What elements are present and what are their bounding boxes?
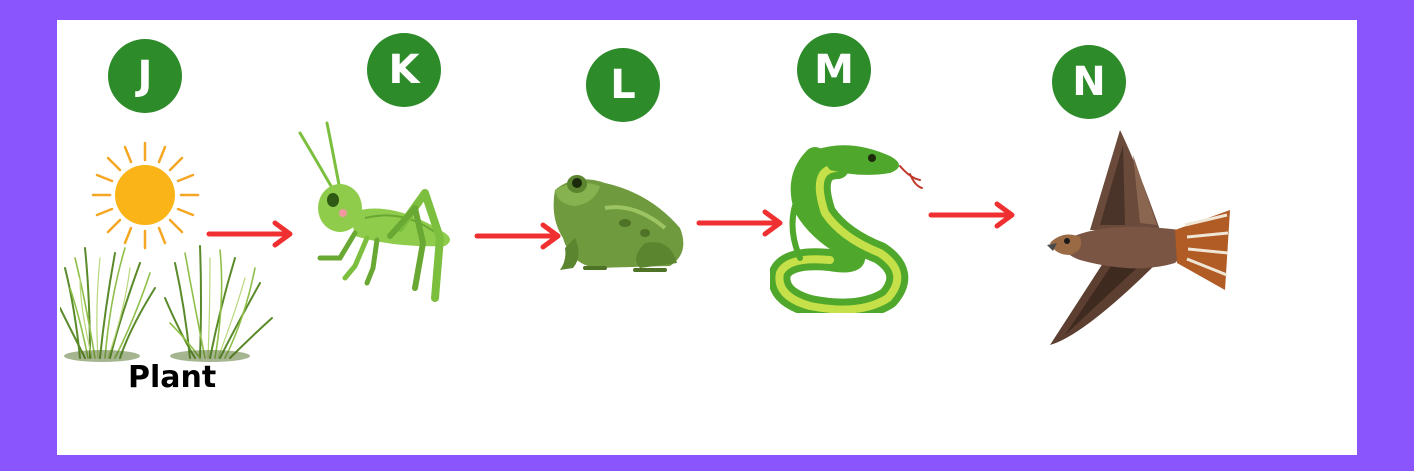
badge-m-label: M: [814, 47, 854, 93]
badge-j: J: [108, 39, 182, 113]
arrow-3-icon: [696, 209, 783, 237]
badge-k: K: [367, 33, 441, 107]
arrow-1-icon: [206, 220, 293, 248]
frog-icon: [553, 175, 684, 272]
plant-label: Plant: [128, 360, 217, 395]
badge-j-label: J: [137, 53, 153, 99]
snake-icon: [770, 145, 923, 313]
arrow-2-icon: [474, 222, 561, 250]
sun-icon: [91, 141, 200, 250]
badge-k-label: K: [388, 47, 420, 93]
arrow-4-icon: [928, 201, 1015, 229]
grass-icon: [60, 245, 273, 362]
badge-l-label: L: [610, 62, 636, 108]
grasshopper-icon: [298, 121, 450, 302]
hawk-icon: [1047, 130, 1230, 345]
badge-m: M: [797, 33, 871, 107]
badge-n-label: N: [1072, 59, 1106, 105]
badge-l: L: [586, 48, 660, 122]
badge-n: N: [1052, 45, 1126, 119]
